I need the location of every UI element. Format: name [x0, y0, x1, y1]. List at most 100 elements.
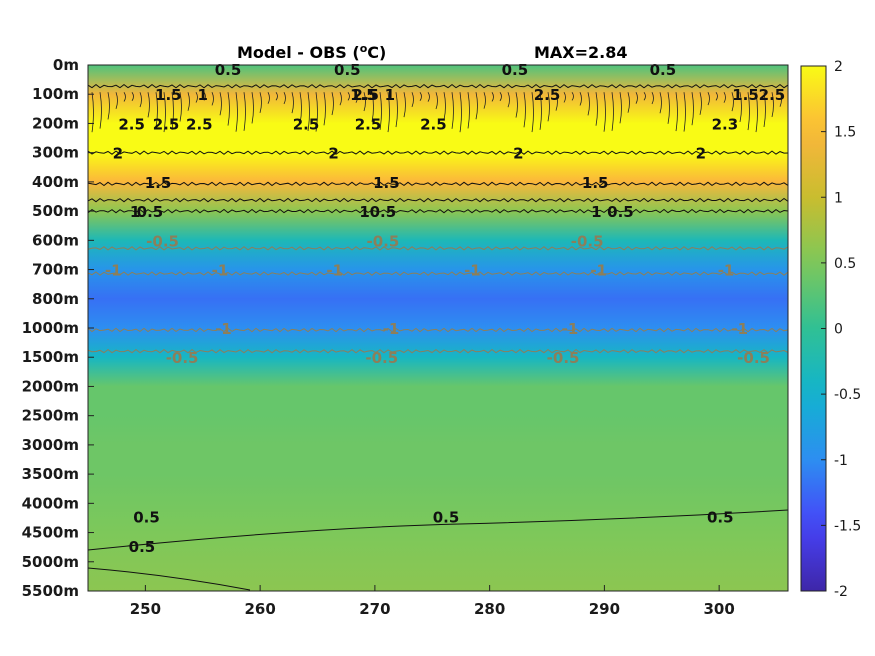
- contour-label: -0.5: [367, 232, 400, 250]
- y-tick-label: 2000m: [22, 377, 79, 395]
- contour-label: 0.5: [607, 203, 634, 221]
- contour-labels: 0.51.5 10.51.52.5 10.52.50.51.5 2.52.5 2.5 2.…: [105, 61, 785, 556]
- colorbar-tick-label: -0.5: [834, 387, 861, 403]
- contour-label: -1: [383, 320, 400, 338]
- contour-label: 0.5: [502, 61, 529, 79]
- contour-label: -0.5: [571, 232, 604, 250]
- contour-label: 2: [113, 145, 123, 163]
- chart-title: Model - OBS (oC): [237, 42, 386, 62]
- colorbar-tick-label: -1: [834, 453, 848, 469]
- contour-label: -1: [731, 320, 748, 338]
- contour-label: -1: [326, 262, 343, 280]
- contour-label: 1.5: [155, 86, 182, 104]
- colorbar-tick-label: -1.5: [834, 518, 861, 534]
- contour-line: [87, 150, 789, 155]
- contour-label: -0.5: [166, 349, 199, 367]
- contour-label: -1: [590, 262, 607, 280]
- contour-label: 0.5: [133, 509, 160, 527]
- contour-line: [87, 197, 789, 203]
- y-tick-label: 1000m: [22, 319, 79, 337]
- contour-label: 0.5: [129, 538, 156, 556]
- y-tick-label: 200m: [32, 114, 79, 132]
- colorbar-tick-label: -2: [834, 584, 848, 600]
- contour-label: 0.5: [707, 509, 734, 527]
- y-tick-label: 4000m: [22, 494, 79, 512]
- contour-label: 1.5: [350, 86, 377, 104]
- contour-label: 1.5: [145, 174, 172, 192]
- contour-label: 2.5: [534, 86, 561, 104]
- contour-line: [87, 567, 251, 591]
- colorbar-ticks: 2 1.5 1 0.5 0 -0.5 -1 -1.5 -2: [821, 59, 861, 600]
- contour-label: 0.5: [334, 61, 361, 79]
- contour-label: 2.5: [293, 115, 320, 133]
- y-axis: 0m 100m 200m 300m 400m 500m 600m 700m 800m 1000m 1…: [22, 56, 94, 600]
- contour-label: 1.5: [373, 174, 400, 192]
- contour-label: -0.5: [365, 349, 398, 367]
- contour-label: -1: [562, 320, 579, 338]
- chart-max-label: MAX=2.84: [534, 43, 628, 62]
- contour-label: 1: [130, 203, 140, 221]
- surface-contour-wiggles: [91, 91, 782, 133]
- contour-label: 2.5: [352, 86, 379, 104]
- contour-label: -1: [212, 262, 229, 280]
- x-tick-label: 300: [703, 600, 734, 618]
- contour-label: 1: [198, 86, 208, 104]
- x-tick-label: 290: [589, 600, 620, 618]
- contour-label: 2.5: [355, 115, 382, 133]
- contour-label: 1.5: [582, 174, 609, 192]
- x-axis: 250 260 270 280 290 300: [130, 585, 735, 618]
- y-tick-label: 300m: [32, 144, 79, 162]
- colorbar-tick-label: 1: [834, 190, 843, 206]
- y-tick-label: 5000m: [22, 553, 79, 571]
- contour-label: -0.5: [547, 349, 580, 367]
- y-tick-label: 3000m: [22, 436, 79, 454]
- contour-label: -1: [464, 262, 481, 280]
- contour-label: 2.3: [712, 115, 739, 133]
- y-tick-label: 400m: [32, 173, 79, 191]
- contour-label: 2: [328, 145, 338, 163]
- contour-label: -0.5: [737, 349, 770, 367]
- contour-line: [87, 83, 789, 89]
- contour-label: 1: [591, 203, 601, 221]
- y-tick-label: 600m: [32, 231, 79, 249]
- contour-label: 1: [385, 86, 395, 104]
- contour-label: -1: [215, 320, 232, 338]
- y-tick-label: 3500m: [22, 465, 79, 483]
- contour-line: [87, 181, 789, 187]
- colorbar-tick-label: 0: [834, 322, 843, 338]
- x-tick-label: 260: [244, 600, 275, 618]
- x-tick-label: 270: [359, 600, 390, 618]
- contour-label: 2.5: [118, 115, 145, 133]
- contour-line: [87, 246, 789, 251]
- contour-label: 0.5: [370, 203, 397, 221]
- contour-line: [87, 327, 789, 333]
- y-tick-label: 100m: [32, 85, 79, 103]
- y-tick-label: 5500m: [22, 582, 79, 600]
- colorbar-tick-label: 1.5: [834, 125, 856, 141]
- contour-label: 0.5: [137, 203, 164, 221]
- contour-label: 2.5: [186, 115, 213, 133]
- contour-label: 1.5: [732, 86, 759, 104]
- contour-label: 2: [513, 145, 523, 163]
- contour-label: 0.5: [650, 61, 677, 79]
- contour-label: 2.5: [420, 115, 447, 133]
- x-tick-label: 250: [130, 600, 161, 618]
- y-tick-label: 0m: [53, 56, 79, 74]
- y-tick-label: 2500m: [22, 407, 79, 425]
- contour-label: -0.5: [146, 232, 179, 250]
- contour-label: 1: [359, 203, 369, 221]
- y-tick-label: 4500m: [22, 524, 79, 542]
- contour-line: [87, 348, 789, 354]
- y-tick-label: 700m: [32, 261, 79, 279]
- y-tick-label: 500m: [32, 202, 79, 220]
- contour-lines: [87, 83, 789, 591]
- contour-label: 0.5: [215, 61, 242, 79]
- contour-label: -1: [105, 262, 122, 280]
- contour-label: 2.5: [153, 115, 180, 133]
- contour-label: 2.5: [759, 86, 786, 104]
- contour-label: -1: [718, 262, 735, 280]
- colorbar-tick-label: 0.5: [834, 256, 856, 272]
- contour-label: 2: [696, 145, 706, 163]
- contour-line: [87, 271, 789, 276]
